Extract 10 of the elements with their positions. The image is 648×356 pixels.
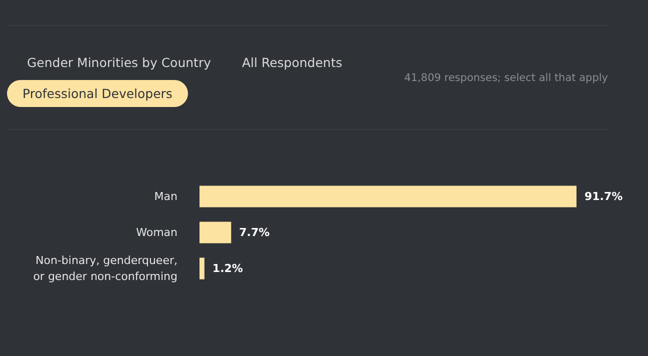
y-tick-label: Woman — [136, 226, 178, 239]
chart-subtitle: 41,809 responses; select all that apply — [404, 71, 608, 86]
y-tick-label: Man — [154, 190, 178, 203]
data-label: 91.7% — [584, 190, 623, 203]
text: All Respondents — [242, 54, 342, 72]
text: Professional Developers — [7, 80, 188, 107]
data-label: 7.7% — [239, 226, 270, 239]
text: Gender Minorities by Country — [27, 54, 211, 72]
data-label: 1.2% — [212, 262, 243, 275]
y-tick-label: Non-binary, genderqueer, or gender non-conforming — [33, 254, 178, 283]
